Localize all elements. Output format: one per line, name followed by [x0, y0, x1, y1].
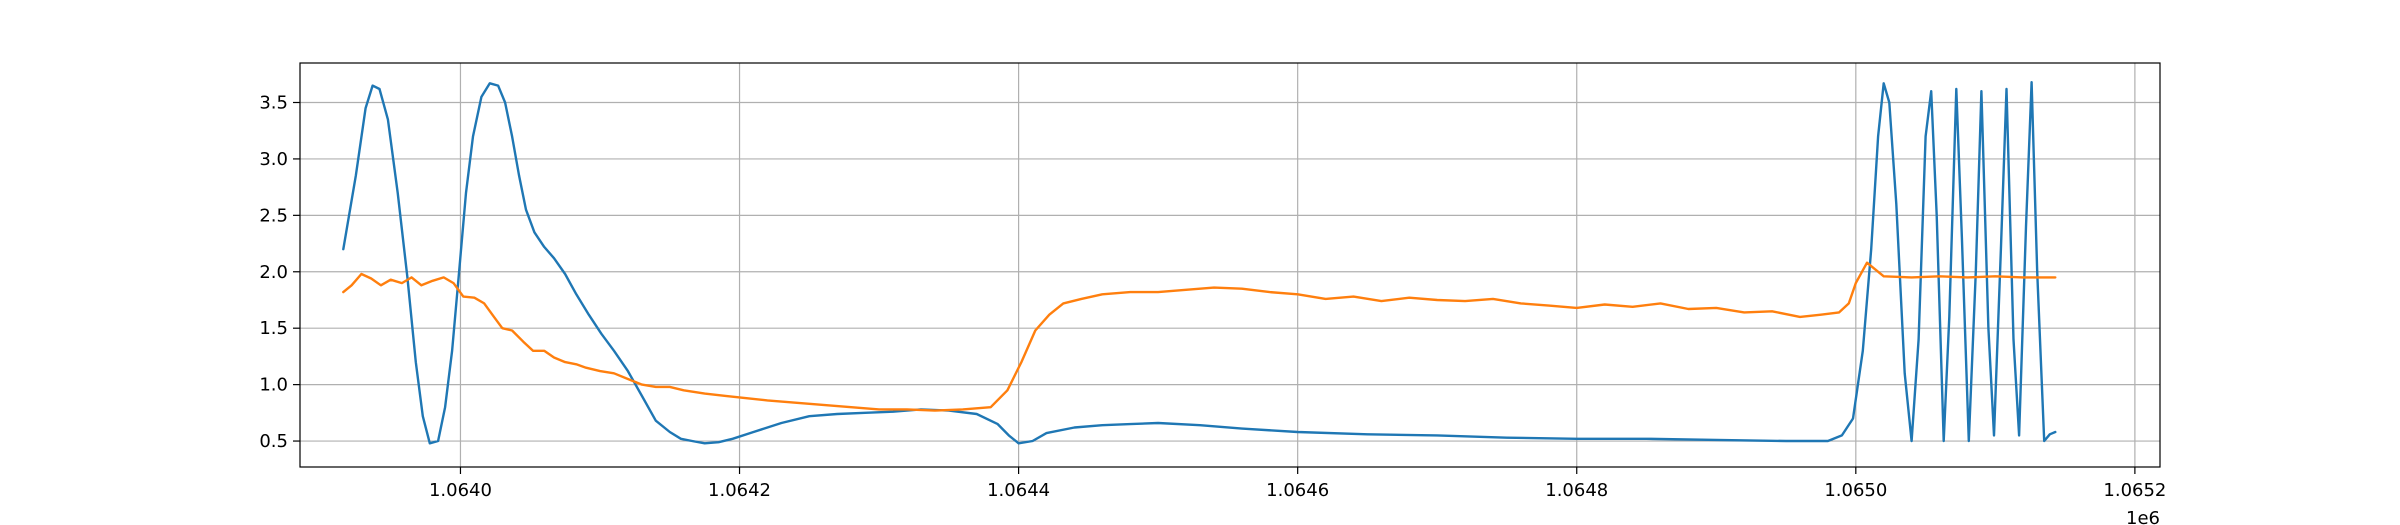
plot-frame	[299, 62, 2161, 468]
series-line-2	[342, 261, 2057, 412]
x-tick-label: 1.0652	[2103, 480, 2166, 501]
plot-lines	[342, 81, 2057, 445]
y-tick-label: 3.5	[259, 92, 288, 113]
x-tick-label: 1.0642	[708, 480, 771, 501]
series-line-1	[342, 81, 2057, 445]
x-tick-label: 1.0644	[987, 480, 1050, 501]
axis-ticks: 1.0640 1.0642 1.0644 1.0646 1.0648 1.0650 1.06…	[259, 92, 2166, 501]
y-tick-label: 2.0	[259, 262, 288, 283]
y-tick-label: 1.5	[259, 318, 288, 339]
y-tick-label: 1.0	[259, 375, 288, 396]
x-tick-label: 1.0648	[1545, 480, 1608, 501]
x-tick-label: 1.0646	[1266, 480, 1329, 501]
x-axis-offset-label: 1e6	[2126, 508, 2160, 525]
x-tick-label: 1.0650	[1824, 480, 1887, 501]
y-tick-label: 0.5	[259, 431, 288, 452]
y-tick-label: 3.0	[259, 149, 288, 170]
y-tick-label: 2.5	[259, 205, 288, 226]
grid	[300, 63, 2160, 467]
x-tick-label: 1.0640	[429, 480, 492, 501]
